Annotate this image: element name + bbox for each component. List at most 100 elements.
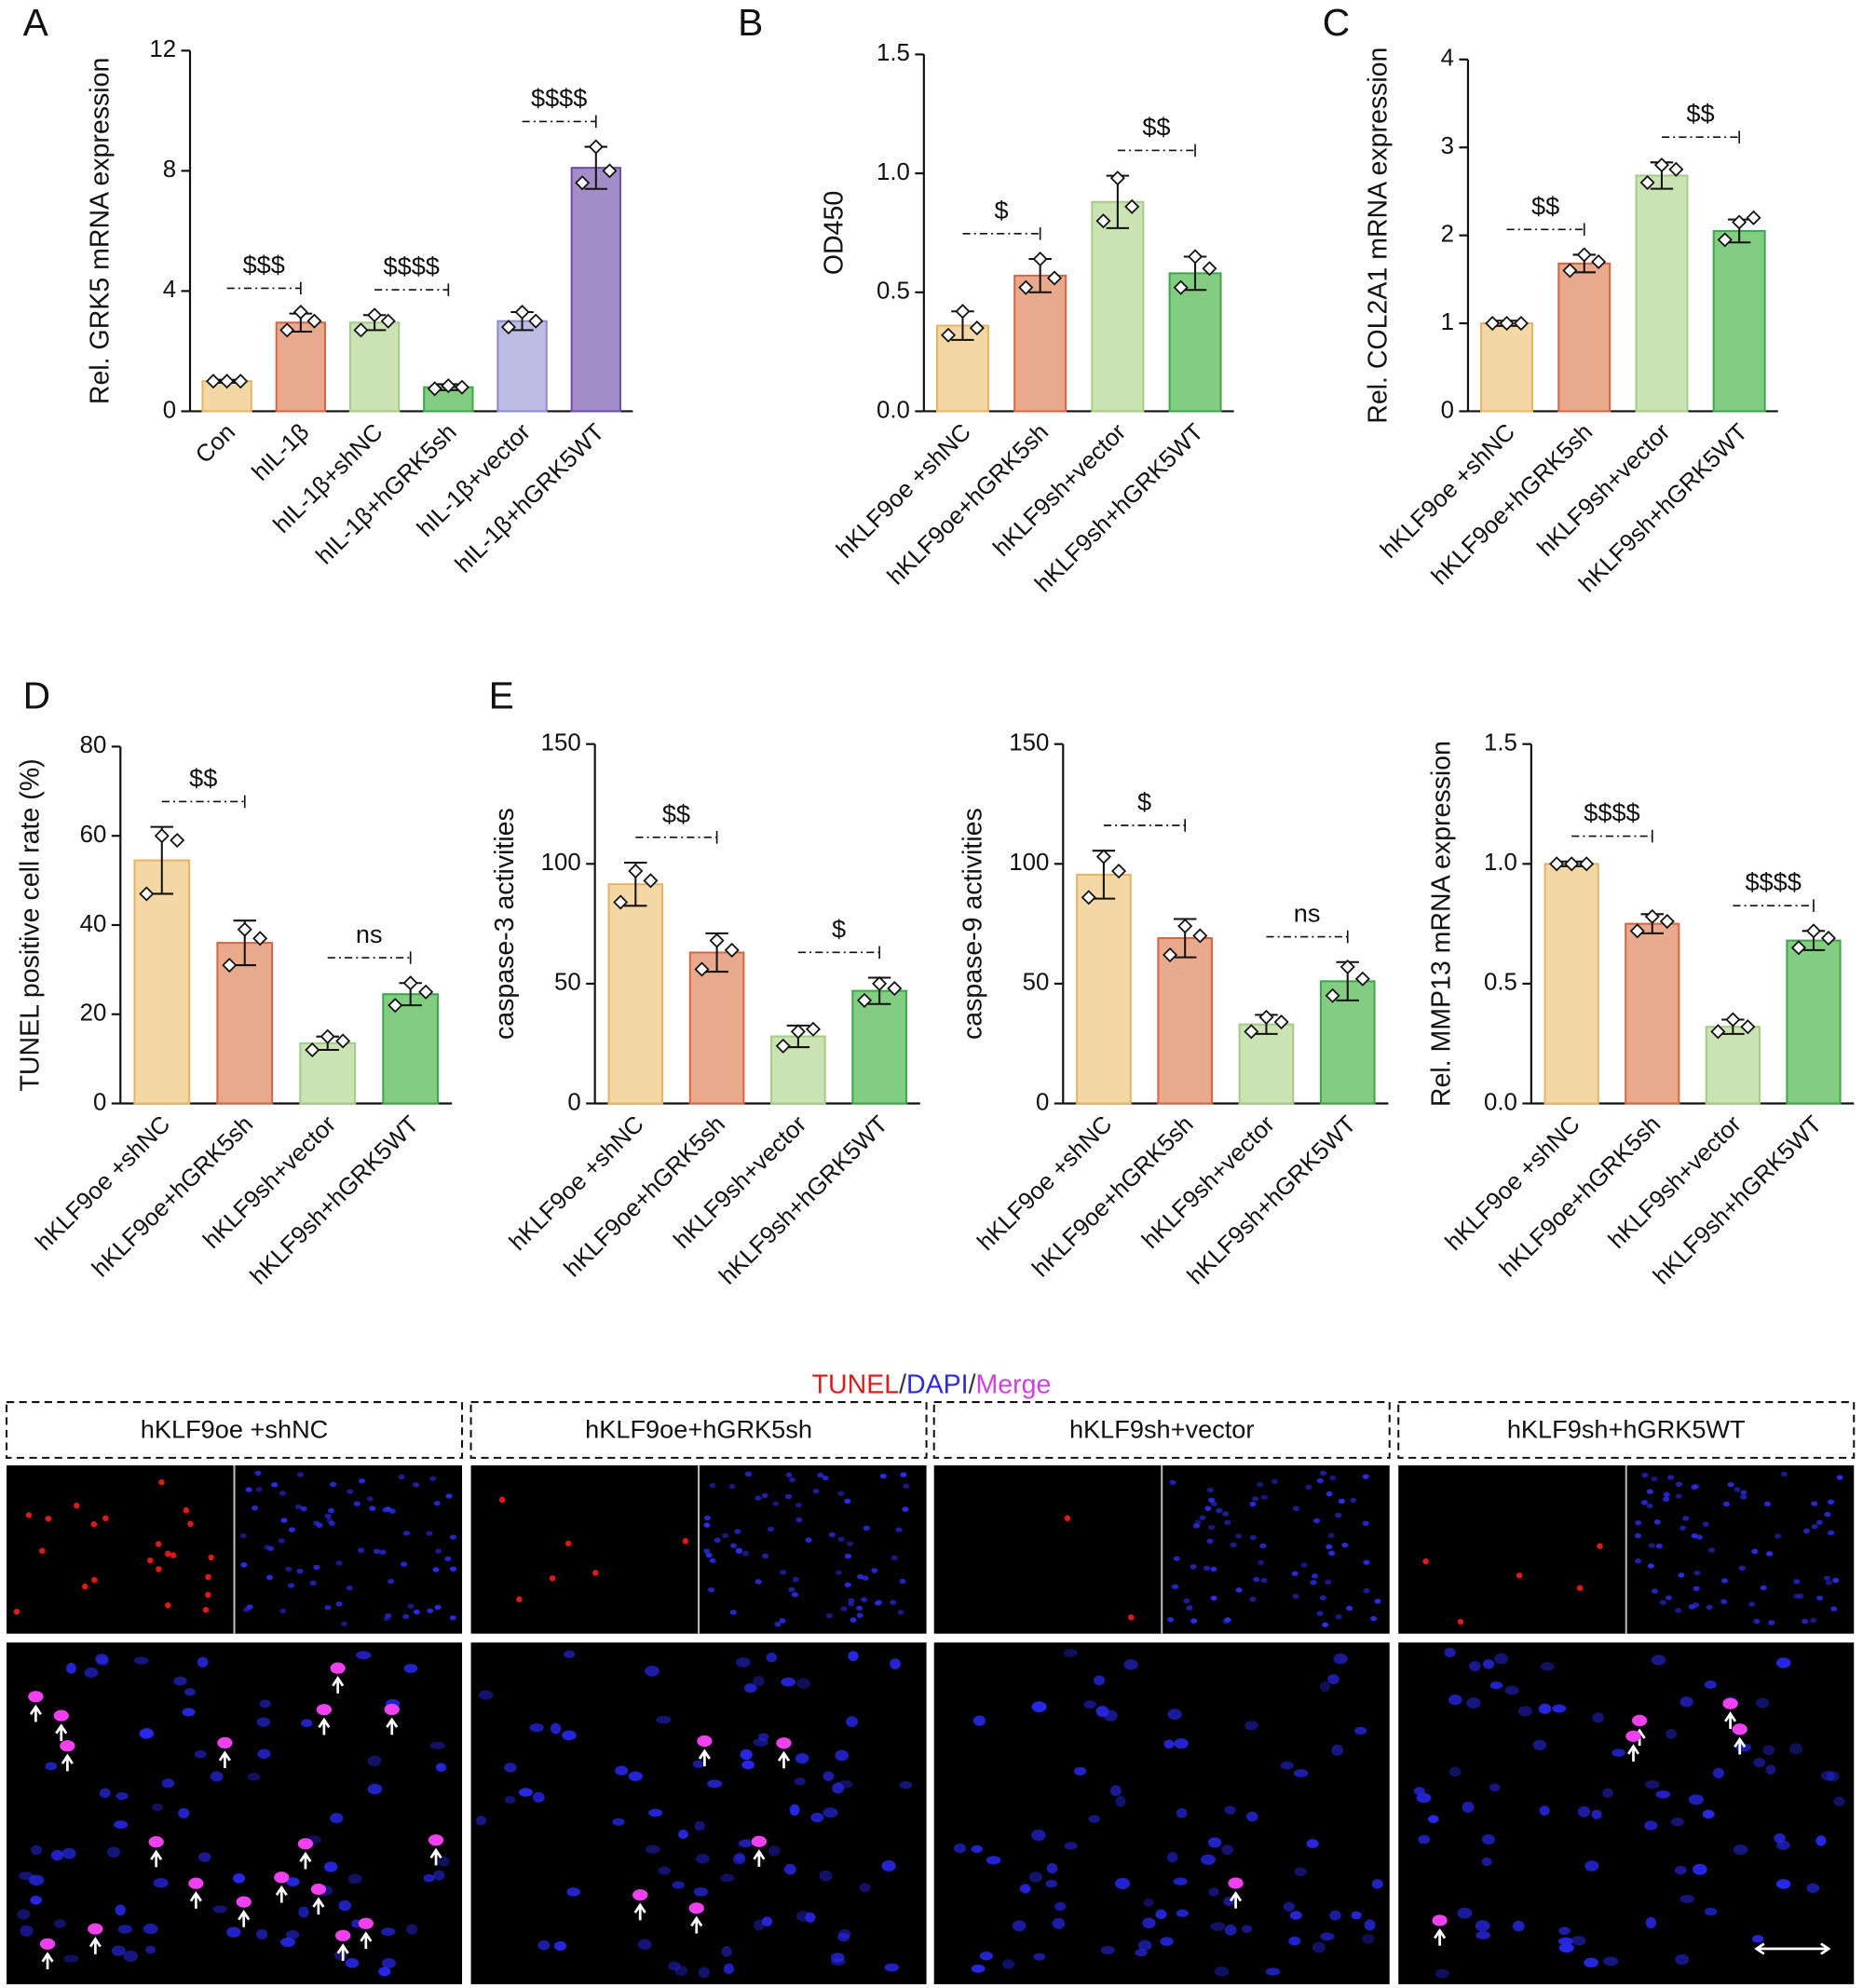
apoptotic-nucleus	[1722, 1697, 1738, 1709]
nucleus	[1558, 1942, 1574, 1953]
nucleus	[1702, 1809, 1715, 1819]
dapi-cell	[1208, 1524, 1216, 1531]
y-tick-label: 100	[541, 850, 581, 876]
nucleus	[1679, 1894, 1695, 1903]
cell-arrow	[61, 1753, 74, 1772]
dapi-cell	[407, 1603, 415, 1609]
dapi-cell	[848, 1601, 855, 1607]
nucleus	[707, 1779, 723, 1789]
dapi-cell	[835, 1570, 842, 1575]
nucleus	[256, 1717, 271, 1727]
dapi-cell	[1653, 1519, 1661, 1525]
tunel-cell	[1422, 1558, 1429, 1565]
nucleus	[810, 1812, 824, 1823]
nucleus	[99, 1788, 111, 1799]
dapi-cell	[330, 1481, 337, 1488]
nucleus	[1064, 1842, 1078, 1850]
dapi-cell	[398, 1474, 405, 1480]
y-tick-label: 12	[149, 36, 176, 62]
nucleus	[1155, 1909, 1167, 1920]
nucleus	[835, 1750, 849, 1762]
dapi-cell	[844, 1498, 851, 1505]
dapi-cell	[1235, 1587, 1243, 1593]
dapi-cell	[1370, 1615, 1378, 1622]
y-tick-label: 150	[541, 730, 581, 756]
y-tick-label: 0	[1036, 1089, 1049, 1115]
dapi-cell	[1346, 1605, 1353, 1612]
nucleus	[1241, 1925, 1253, 1933]
y-tick-label: 0.5	[1484, 970, 1517, 996]
nucleus	[406, 1924, 418, 1935]
nucleus	[1052, 1917, 1066, 1929]
dapi-cell	[714, 1537, 721, 1544]
dapi-cell	[741, 1550, 750, 1557]
nucleus	[753, 1919, 765, 1931]
dapi-cell	[825, 1613, 833, 1619]
apoptotic-nucleus	[53, 1709, 69, 1722]
dapi-cell	[1708, 1547, 1716, 1553]
nucleus	[1100, 1945, 1115, 1954]
cell-arrow	[41, 1952, 54, 1969]
dapi-cell	[1210, 1566, 1217, 1573]
dapi-cell	[812, 1488, 820, 1494]
dapi-cell	[1811, 1501, 1818, 1506]
nucleus	[1806, 1883, 1820, 1894]
nucleus	[761, 1916, 773, 1927]
dapi-cell	[287, 1583, 295, 1588]
dapi-cell	[729, 1609, 737, 1615]
dapi-cell	[1291, 1571, 1299, 1576]
bar	[1076, 873, 1132, 1105]
dapi-cell	[1666, 1475, 1675, 1480]
dapi-cell	[1249, 1597, 1257, 1602]
nucleus	[114, 1820, 129, 1830]
y-tick-label: 1.5	[877, 40, 910, 66]
dapi-cell	[1702, 1521, 1709, 1527]
dapi-cell	[379, 1549, 387, 1555]
dapi-cell	[1693, 1586, 1700, 1591]
nucleus	[1114, 1877, 1131, 1889]
data-point	[1591, 253, 1607, 270]
dapi-cell	[890, 1600, 897, 1605]
nucleus	[1137, 1940, 1152, 1951]
dapi-cell	[1190, 1564, 1197, 1570]
dapi-cell	[327, 1507, 334, 1514]
data-point	[1499, 316, 1515, 332]
dapi-cell	[1335, 1614, 1342, 1620]
data-point	[1576, 247, 1592, 263]
dapi-cell	[774, 1621, 782, 1627]
cell-arrow	[698, 1749, 711, 1767]
dapi-cell	[721, 1532, 729, 1539]
dapi-cell	[850, 1617, 857, 1623]
data-point	[1124, 198, 1140, 214]
dapi-cell	[1635, 1519, 1642, 1526]
legend-part: TUNEL	[812, 1369, 899, 1399]
significance-label: $$$$	[531, 83, 587, 112]
group-frame	[6, 1401, 464, 1459]
data-point	[305, 1042, 320, 1058]
bar	[275, 321, 327, 413]
dapi-cell	[1222, 1511, 1230, 1517]
nucleus	[378, 1967, 391, 1977]
micrograph-merge	[1398, 1642, 1855, 1984]
y-tick-label: 3	[1441, 133, 1454, 159]
data-point	[418, 984, 434, 1000]
nucleus	[1539, 1805, 1550, 1816]
tunel-cell	[498, 1496, 506, 1504]
dapi-cell	[1682, 1516, 1690, 1521]
nucleus	[212, 1905, 227, 1913]
data-point	[1564, 856, 1580, 872]
nucleus	[84, 1668, 99, 1678]
dapi-cell	[1663, 1496, 1670, 1502]
dapi-cell	[1252, 1496, 1259, 1502]
nucleus	[837, 1932, 850, 1942]
data-point	[1820, 931, 1837, 946]
data-point	[1032, 251, 1048, 267]
dapi-cell	[373, 1548, 380, 1555]
dapi-cell	[822, 1475, 829, 1481]
data-point	[575, 175, 591, 191]
dapi-cell	[788, 1477, 796, 1483]
dapi-cell	[703, 1522, 711, 1528]
nucleus	[116, 1791, 129, 1801]
dapi-cell	[444, 1556, 452, 1562]
nucleus	[1674, 1865, 1687, 1875]
